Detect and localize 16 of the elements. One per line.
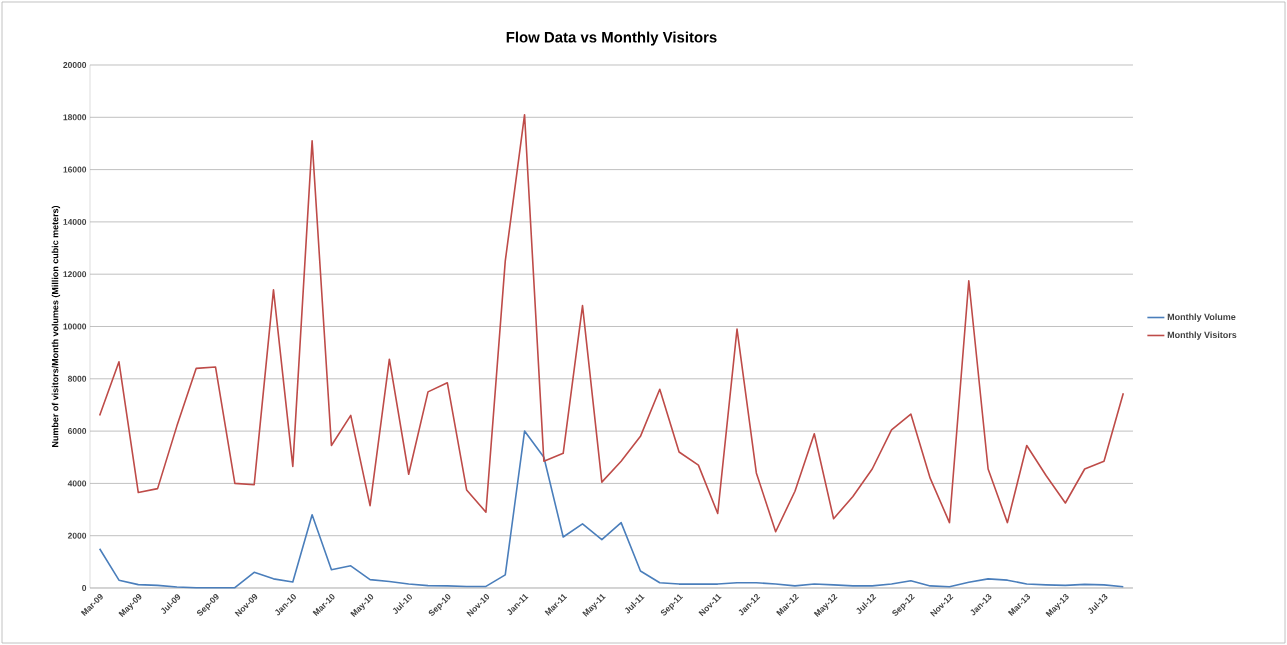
y-tick-label: 6000: [67, 428, 87, 435]
y-tick-label: 18000: [63, 114, 87, 121]
y-tick-label: 4000: [67, 480, 87, 487]
y-tick-label: 14000: [63, 218, 87, 225]
y-tick-label: 20000: [63, 62, 87, 68]
line-series: [98, 113, 1125, 533]
y-axis-title: Number of visitors/Month volumes (Million cubic meters): [51, 205, 61, 447]
y-tick-label: 8000: [67, 375, 87, 382]
y-tick-label: 10000: [63, 323, 87, 330]
legend-label: Monthly Visitors: [1167, 331, 1237, 340]
y-tick-label: 2000: [67, 532, 87, 539]
y-tick-label: 12000: [63, 271, 87, 278]
chart-title: Flow Data vs Monthly Visitors: [506, 31, 717, 46]
y-tick-label: 0: [82, 585, 87, 591]
y-tick-label: 16000: [63, 166, 87, 173]
legend-label: Monthly Volume: [1167, 313, 1236, 322]
